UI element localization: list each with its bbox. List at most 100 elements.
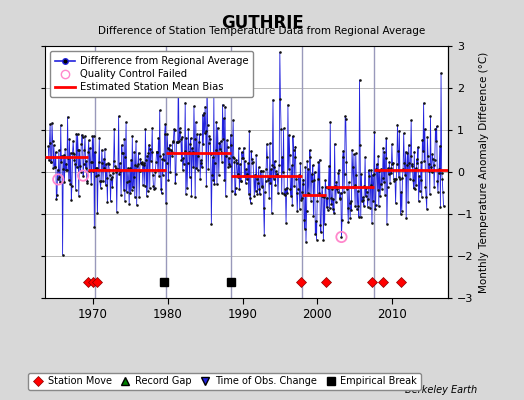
- Point: [319, 237, 328, 244]
- Point: [139, 162, 148, 168]
- Point: [146, 146, 155, 152]
- Point: [246, 200, 255, 206]
- Point: [335, 167, 343, 173]
- Point: [408, 163, 416, 169]
- Point: [234, 170, 242, 177]
- Point: [176, 125, 184, 132]
- Point: [99, 178, 107, 185]
- Point: [334, 170, 343, 176]
- Point: [197, 160, 205, 167]
- Point: [269, 96, 277, 103]
- Point: [432, 137, 440, 144]
- Point: [415, 172, 423, 179]
- Point: [245, 191, 253, 197]
- Point: [232, 185, 240, 192]
- Point: [113, 209, 121, 215]
- Point: [269, 175, 278, 182]
- Point: [230, 159, 238, 166]
- Point: [316, 229, 325, 236]
- Point: [189, 149, 197, 155]
- Point: [391, 176, 399, 182]
- Point: [362, 193, 370, 200]
- Point: [313, 198, 321, 204]
- Point: [295, 172, 303, 178]
- Point: [74, 193, 83, 199]
- Point: [260, 232, 268, 238]
- Point: [425, 191, 434, 198]
- Point: [226, 163, 234, 169]
- Point: [392, 176, 400, 182]
- Point: [104, 161, 113, 167]
- Point: [100, 164, 108, 171]
- Point: [438, 176, 446, 182]
- Point: [414, 144, 422, 150]
- Point: [127, 187, 136, 193]
- Point: [286, 152, 294, 159]
- Point: [266, 179, 275, 186]
- Point: [306, 154, 314, 160]
- Point: [321, 177, 330, 184]
- Point: [370, 128, 379, 135]
- Point: [437, 70, 445, 76]
- Point: [405, 159, 413, 166]
- Point: [285, 166, 293, 172]
- Point: [328, 201, 336, 207]
- Point: [353, 206, 361, 212]
- Point: [333, 186, 341, 192]
- Point: [166, 169, 174, 176]
- Point: [302, 239, 310, 245]
- Point: [136, 155, 145, 162]
- Point: [261, 189, 269, 195]
- Point: [100, 156, 108, 162]
- Point: [76, 162, 84, 169]
- Point: [51, 149, 60, 155]
- Point: [301, 164, 310, 170]
- Point: [64, 177, 73, 184]
- Point: [67, 197, 75, 203]
- Point: [346, 198, 355, 204]
- Point: [268, 162, 277, 168]
- Point: [395, 127, 403, 134]
- Point: [378, 186, 386, 192]
- Point: [322, 184, 330, 190]
- Point: [351, 202, 359, 209]
- Point: [140, 160, 148, 167]
- Point: [263, 154, 271, 161]
- Point: [270, 164, 278, 171]
- Point: [203, 122, 212, 129]
- Point: [259, 168, 267, 174]
- Point: [398, 208, 406, 214]
- Point: [375, 168, 384, 174]
- Point: [332, 199, 340, 205]
- Point: [394, 148, 402, 154]
- Point: [235, 145, 243, 152]
- Point: [238, 149, 246, 156]
- Point: [116, 168, 125, 174]
- Point: [196, 176, 204, 182]
- Point: [298, 189, 307, 196]
- Point: [362, 184, 370, 191]
- Point: [235, 186, 244, 192]
- Point: [165, 146, 173, 152]
- Point: [194, 152, 202, 159]
- Point: [53, 166, 62, 173]
- Point: [276, 49, 284, 56]
- Point: [423, 134, 432, 140]
- Point: [356, 142, 364, 148]
- Point: [173, 139, 181, 145]
- Point: [96, 178, 104, 184]
- Point: [329, 206, 337, 212]
- Point: [247, 148, 255, 154]
- Point: [131, 162, 139, 168]
- Point: [358, 194, 367, 200]
- Point: [224, 164, 232, 170]
- Point: [155, 172, 163, 179]
- Point: [236, 161, 244, 168]
- Point: [297, 196, 305, 203]
- Point: [381, 191, 389, 198]
- Point: [266, 140, 274, 146]
- Point: [439, 203, 447, 209]
- Point: [140, 182, 149, 189]
- Point: [126, 165, 134, 172]
- Point: [339, 154, 347, 160]
